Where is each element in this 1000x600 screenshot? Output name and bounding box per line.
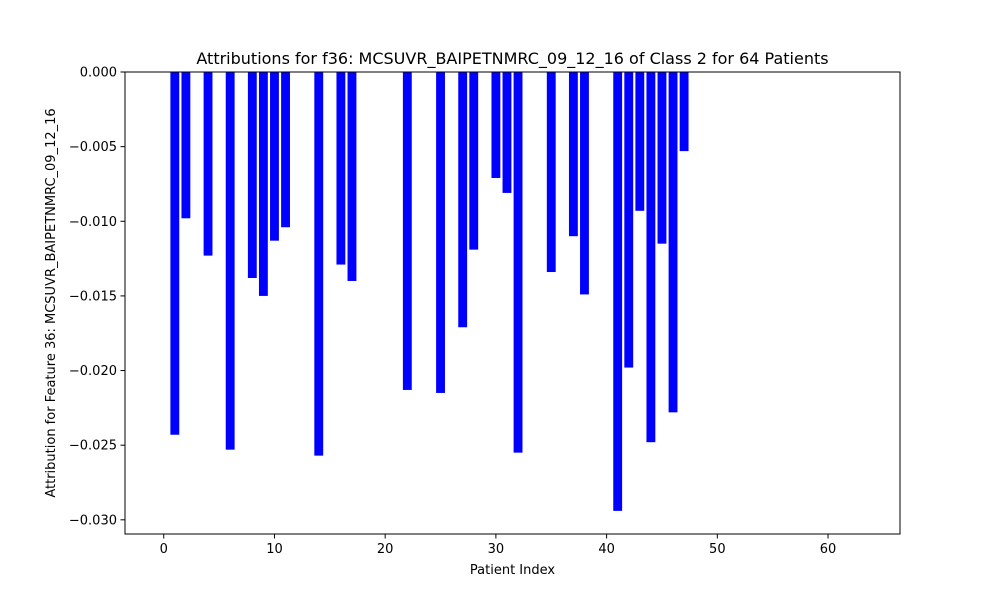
bar-patient-17	[347, 72, 357, 281]
bar-patient-35	[546, 72, 556, 273]
x-axis-ticks: 0 10 20 30 40 50 60	[160, 534, 837, 557]
chart-title: Attributions for f36: MCSUVR_BAIPETNMRC_…	[196, 49, 828, 69]
bar-patient-25	[436, 72, 445, 393]
bar-patient-1	[170, 72, 180, 435]
x-tick-label: 60	[820, 542, 837, 557]
y-tick-label: 0.000	[80, 66, 117, 81]
bar-patient-46	[668, 72, 678, 413]
y-axis-ticks: 0.000 −0.005 −0.010 −0.015 −0.020 −0.025 −0.03…	[69, 66, 125, 528]
bar-patient-6	[225, 72, 235, 450]
bar-patient-11	[281, 72, 290, 228]
bar-patient-37	[568, 72, 578, 237]
x-tick-label: 50	[709, 542, 726, 557]
bar-patient-27	[458, 72, 468, 328]
bar-patient-30	[491, 72, 501, 178]
bar-patient-14	[314, 72, 324, 456]
bar-patient-44	[646, 72, 656, 443]
y-tick-label: −0.025	[69, 439, 117, 454]
x-tick-label: 10	[266, 542, 283, 557]
bar-patient-2	[181, 72, 191, 219]
bar-patient-47	[679, 72, 689, 152]
x-axis-label: Patient Index	[470, 563, 555, 578]
bar-patient-22	[402, 72, 412, 390]
bar-patient-42	[624, 72, 634, 368]
bar-patient-43	[635, 72, 645, 211]
bar-patient-28	[469, 72, 479, 250]
y-axis-label: Attribution for Feature 36: MCSUVR_BAIPE…	[44, 108, 59, 497]
bar-patient-32	[513, 72, 523, 453]
y-tick-label: −0.020	[69, 364, 117, 379]
bar-patient-4	[203, 72, 213, 256]
y-tick-label: −0.010	[69, 215, 117, 230]
bars-group	[170, 72, 689, 511]
bar-patient-16	[336, 72, 346, 265]
y-tick-label: −0.015	[69, 289, 117, 304]
y-tick-label: −0.005	[69, 140, 117, 155]
x-tick-label: 20	[377, 542, 394, 557]
bar-patient-8	[247, 72, 257, 278]
bar-patient-31	[502, 72, 512, 193]
x-tick-label: 40	[598, 542, 615, 557]
bar-patient-38	[580, 72, 589, 295]
bar-patient-9	[258, 72, 268, 296]
bar-patient-45	[657, 72, 667, 244]
bar-patient-10	[270, 72, 279, 241]
y-tick-label: −0.030	[69, 513, 117, 528]
bar-patient-41	[613, 72, 623, 511]
x-tick-label: 0	[160, 542, 168, 557]
x-tick-label: 30	[488, 542, 505, 557]
plot-frame	[124, 71, 901, 535]
